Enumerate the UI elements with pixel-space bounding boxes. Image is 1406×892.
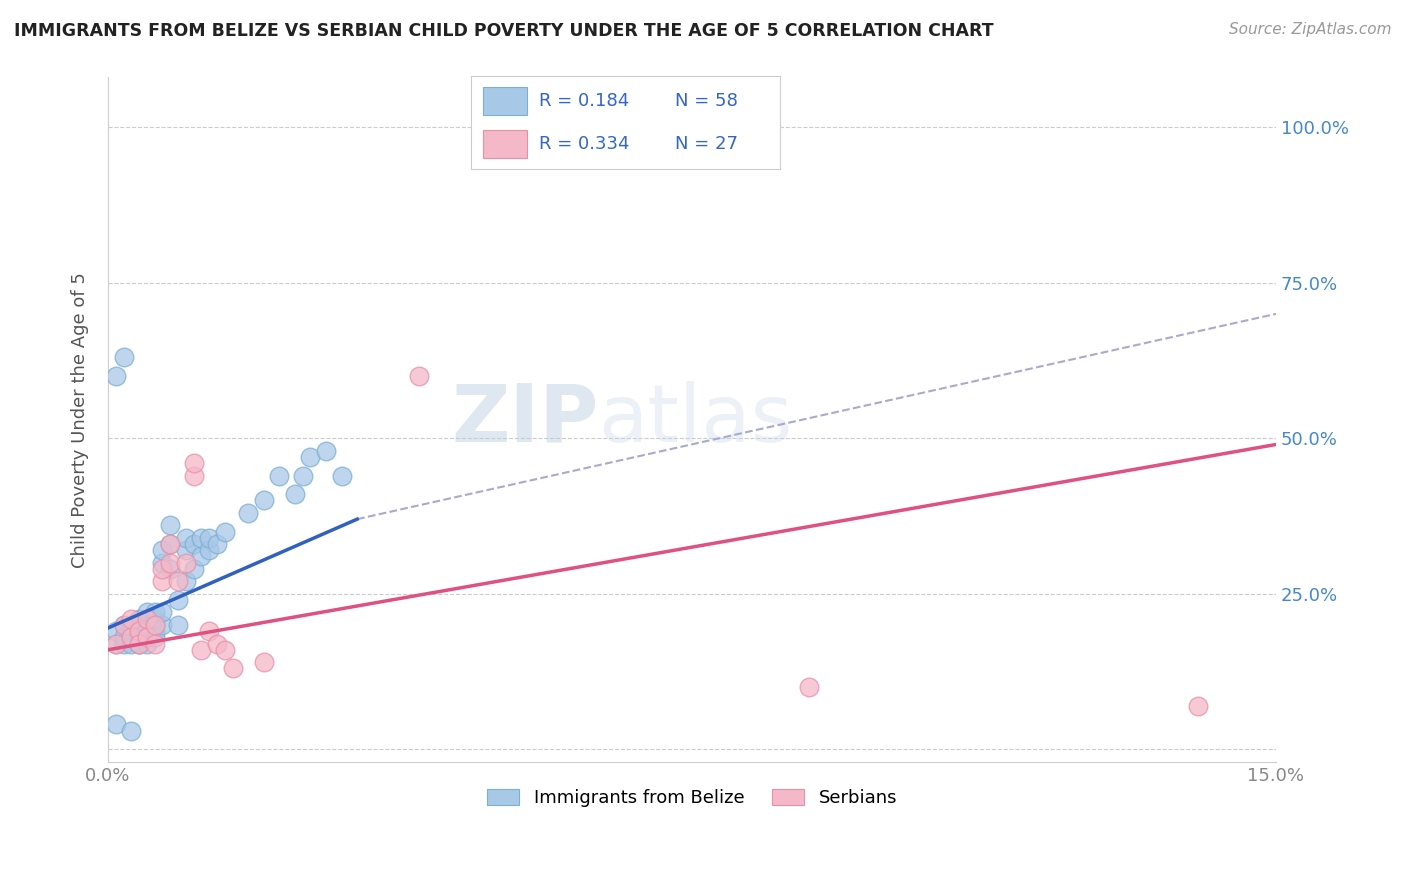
Point — [143, 618, 166, 632]
Point — [269, 468, 291, 483]
Point — [183, 468, 205, 483]
Point — [167, 574, 190, 589]
Point — [120, 631, 142, 645]
Point — [167, 593, 190, 607]
Point — [159, 537, 181, 551]
Point — [104, 717, 127, 731]
Point — [112, 618, 135, 632]
Point — [152, 606, 174, 620]
Point — [128, 636, 150, 650]
Point — [152, 556, 174, 570]
Point — [120, 636, 142, 650]
Point — [128, 612, 150, 626]
Point — [112, 351, 135, 365]
Point — [198, 543, 221, 558]
Point — [190, 642, 212, 657]
Legend: Immigrants from Belize, Serbians: Immigrants from Belize, Serbians — [479, 781, 904, 814]
Point — [104, 369, 127, 384]
Point — [128, 618, 150, 632]
Point — [152, 574, 174, 589]
Point — [174, 543, 197, 558]
Point — [174, 556, 197, 570]
Point — [152, 562, 174, 576]
Point — [183, 537, 205, 551]
Point — [128, 624, 150, 639]
Point — [1187, 698, 1209, 713]
Point — [104, 636, 127, 650]
Point — [143, 636, 166, 650]
Text: N = 27: N = 27 — [675, 136, 738, 153]
Point — [135, 606, 157, 620]
Point — [135, 636, 157, 650]
Point — [143, 612, 166, 626]
Point — [135, 612, 157, 626]
Point — [253, 493, 276, 508]
Text: ZIP: ZIP — [451, 381, 599, 458]
Point — [128, 631, 150, 645]
Point — [159, 562, 181, 576]
Point — [167, 618, 190, 632]
Point — [135, 624, 157, 639]
Point — [174, 574, 197, 589]
Point — [112, 618, 135, 632]
Point — [253, 655, 276, 669]
Point — [330, 468, 353, 483]
Text: IMMIGRANTS FROM BELIZE VS SERBIAN CHILD POVERTY UNDER THE AGE OF 5 CORRELATION C: IMMIGRANTS FROM BELIZE VS SERBIAN CHILD … — [14, 22, 994, 40]
Point — [174, 531, 197, 545]
Text: Source: ZipAtlas.com: Source: ZipAtlas.com — [1229, 22, 1392, 37]
Point — [120, 618, 142, 632]
Point — [143, 606, 166, 620]
Point — [198, 624, 221, 639]
Bar — [484, 87, 527, 115]
Point — [112, 631, 135, 645]
Point — [183, 456, 205, 470]
Point — [159, 556, 181, 570]
Point — [159, 518, 181, 533]
Point — [120, 624, 142, 639]
Point — [135, 631, 157, 645]
Text: N = 58: N = 58 — [675, 92, 738, 110]
Text: R = 0.334: R = 0.334 — [538, 136, 630, 153]
Point — [190, 531, 212, 545]
Point — [797, 680, 820, 694]
Point — [236, 506, 259, 520]
Point — [104, 624, 127, 639]
Y-axis label: Child Poverty Under the Age of 5: Child Poverty Under the Age of 5 — [72, 272, 89, 567]
Point — [112, 636, 135, 650]
Point — [143, 618, 166, 632]
Point — [135, 618, 157, 632]
Point — [143, 631, 166, 645]
Point — [159, 537, 181, 551]
Bar — [484, 130, 527, 158]
Point — [152, 618, 174, 632]
Point — [284, 487, 307, 501]
Point — [291, 468, 314, 483]
Text: atlas: atlas — [599, 381, 793, 458]
Point — [120, 631, 142, 645]
Point — [190, 549, 212, 564]
Point — [214, 642, 236, 657]
Point — [128, 636, 150, 650]
Point — [221, 661, 243, 675]
Point — [128, 636, 150, 650]
Point — [152, 543, 174, 558]
Point — [408, 369, 430, 384]
Point — [120, 612, 142, 626]
Point — [315, 443, 337, 458]
Point — [205, 537, 228, 551]
Point — [135, 612, 157, 626]
Point — [205, 636, 228, 650]
Point — [214, 524, 236, 539]
Text: R = 0.184: R = 0.184 — [538, 92, 630, 110]
Point — [120, 723, 142, 738]
Point — [104, 636, 127, 650]
Point — [143, 624, 166, 639]
Point — [135, 631, 157, 645]
Point — [183, 562, 205, 576]
Point — [198, 531, 221, 545]
Point — [128, 624, 150, 639]
Point — [299, 450, 322, 464]
